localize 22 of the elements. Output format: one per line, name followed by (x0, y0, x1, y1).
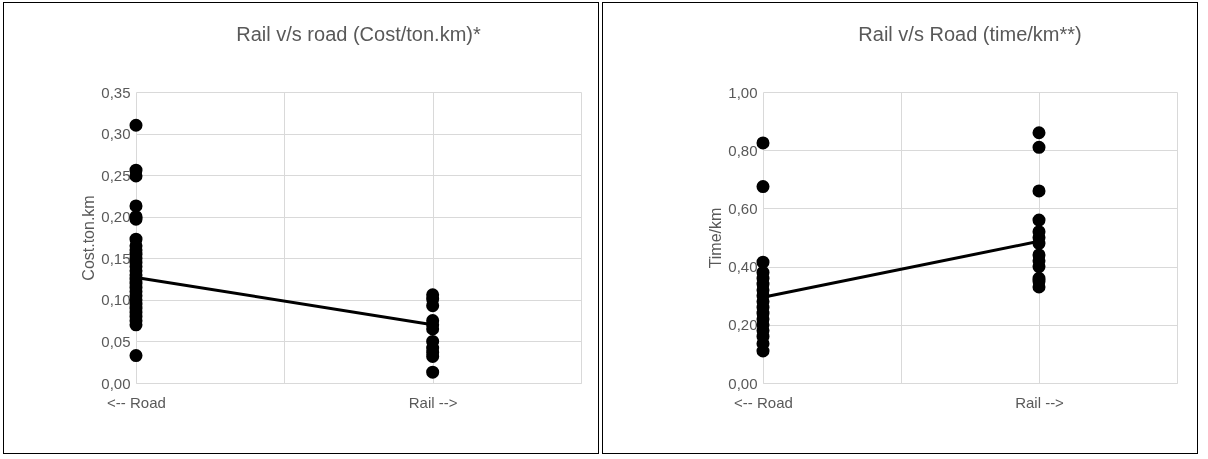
y-tick-label: 0,10 (101, 291, 131, 309)
y-tick-label: 0,05 (101, 332, 131, 350)
x-tick-label: Rail --> (408, 393, 458, 411)
chart-title: Rail v/s road (Cost/ton.km)* (236, 23, 481, 45)
y-tick-label: 0,00 (728, 374, 758, 392)
y-tick-label: 0,00 (101, 374, 131, 392)
y-tick-label: 0,80 (728, 141, 758, 159)
y-tick-label: 0,40 (728, 258, 758, 276)
y-tick-label: 0,15 (101, 249, 131, 267)
y-axis-title: Cost.ton.km (80, 195, 98, 281)
y-tick-label: 0,25 (101, 166, 131, 184)
y-tick-label: 0,30 (101, 125, 131, 143)
x-tick-label: Rail --> (1015, 393, 1065, 411)
y-tick-label: 0,35 (101, 83, 131, 101)
y-tick-label: 0,60 (728, 199, 758, 217)
y-tick-label: 1,00 (728, 83, 758, 101)
y-axis-title: Time/km (707, 207, 725, 269)
y-tick-label: 0,20 (101, 208, 131, 226)
x-tick-label: <-- Road (734, 393, 793, 411)
chart-title: Rail v/s Road (time/km**) (858, 23, 1082, 45)
x-tick-label: <-- Road (107, 393, 166, 411)
y-tick-label: 0,20 (728, 316, 758, 334)
